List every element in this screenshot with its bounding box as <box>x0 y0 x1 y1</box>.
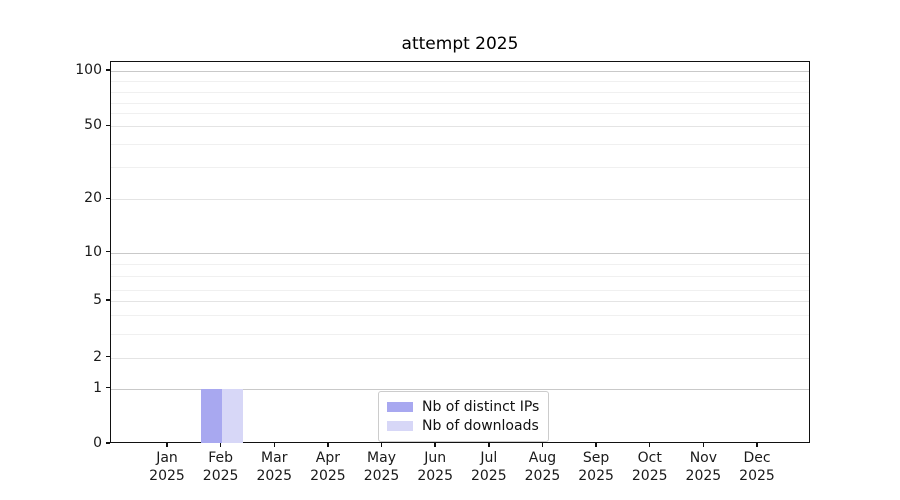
x-tick-mark-sep-2025 <box>595 443 597 447</box>
x-tick-year: 2025 <box>470 468 507 484</box>
y-tick-label-5: 5 <box>93 292 102 308</box>
minor-gridline <box>111 92 809 93</box>
plot-area <box>110 61 810 443</box>
minor-gridline <box>111 315 809 316</box>
x-tick-year: 2025 <box>417 468 453 484</box>
x-tick-year: 2025 <box>739 468 775 484</box>
legend-swatch <box>387 421 413 431</box>
minor-gridline <box>111 290 809 291</box>
x-tick-label-feb-2025: Feb 2025 <box>181 449 261 485</box>
y-tick-mark-10 <box>106 251 110 253</box>
x-tick-year: 2025 <box>256 468 293 484</box>
x-tick-month: Oct <box>637 450 662 466</box>
legend-label: Nb of downloads <box>422 418 539 434</box>
legend-item: Nb of downloads <box>387 418 539 434</box>
minor-gridline <box>111 276 809 277</box>
y-tick-label-0: 0 <box>93 435 102 451</box>
x-tick-month: Sep <box>582 450 610 466</box>
y-tick-mark-20 <box>106 197 110 199</box>
minor-gridline <box>111 144 809 145</box>
x-tick-month: Dec <box>743 450 771 466</box>
x-tick-label-jun-2025: Jun 2025 <box>395 449 475 485</box>
x-tick-year: 2025 <box>363 468 400 484</box>
minor-gridline <box>111 264 809 265</box>
gridline-y-100 <box>111 71 809 72</box>
minor-gridline <box>111 167 809 168</box>
y-tick-mark-0 <box>106 442 110 444</box>
x-tick-year: 2025 <box>685 468 722 484</box>
x-tick-year: 2025 <box>149 468 185 484</box>
chart-title: attempt 2025 <box>401 34 519 54</box>
minor-gridline <box>111 334 809 335</box>
x-tick-mark-feb-2025 <box>219 443 222 447</box>
x-tick-label-jan-2025: Jan 2025 <box>127 449 207 485</box>
legend-swatch <box>387 402 413 412</box>
x-tick-label-nov-2025: Nov 2025 <box>663 449 743 485</box>
x-tick-label-may-2025: May 2025 <box>342 449 422 485</box>
y-tick-mark-100 <box>106 69 110 71</box>
x-tick-month: Nov <box>689 450 718 466</box>
y-tick-label-10: 10 <box>84 243 102 260</box>
legend-box: Nb of distinct IPs Nb of downloads <box>378 391 550 442</box>
x-tick-month: Jan <box>156 450 178 466</box>
x-tick-label-sep-2025: Sep 2025 <box>556 449 636 485</box>
gridline-y-2 <box>111 357 809 359</box>
x-tick-label-dec-2025: Dec 2025 <box>717 449 797 485</box>
legend-item: Nb of distinct IPs <box>387 399 539 415</box>
gridline-y-50 <box>111 126 809 128</box>
y-tick-label-50: 50 <box>84 117 102 134</box>
gridline-y-5 <box>111 301 809 302</box>
minor-gridline <box>111 113 809 114</box>
x-tick-year: 2025 <box>631 468 668 484</box>
y-tick-mark-50 <box>106 124 110 126</box>
x-tick-month: Feb <box>208 450 234 466</box>
x-tick-label-mar-2025: Mar 2025 <box>234 449 314 485</box>
y-tick-label-1: 1 <box>93 379 102 396</box>
x-tick-year: 2025 <box>524 468 561 484</box>
gridline-y-20 <box>111 199 809 201</box>
x-tick-label-jul-2025: Jul 2025 <box>449 449 529 485</box>
x-tick-mark-nov-2025 <box>702 443 705 447</box>
x-tick-month: May <box>367 450 396 466</box>
gridline-y-10 <box>111 252 809 254</box>
x-tick-mark-jul-2025 <box>488 443 490 447</box>
bar-nb-of-downloads-feb-2025 <box>221 388 243 443</box>
y-tick-mark-2 <box>106 356 110 358</box>
x-tick-month: Aug <box>528 450 557 466</box>
gridline-y-1 <box>111 388 809 390</box>
x-tick-month: Jul <box>480 450 498 466</box>
x-tick-month: Mar <box>261 450 288 466</box>
x-tick-label-oct-2025: Oct 2025 <box>610 449 690 485</box>
y-tick-mark-1 <box>106 387 110 389</box>
y-tick-mark-5 <box>106 299 110 301</box>
x-tick-year: 2025 <box>310 468 346 484</box>
x-tick-mark-may-2025 <box>380 443 383 447</box>
minor-gridline <box>111 103 809 104</box>
x-tick-mark-dec-2025 <box>756 443 758 447</box>
x-tick-month: Apr <box>315 450 341 466</box>
x-tick-mark-apr-2025 <box>327 443 329 447</box>
x-tick-month: Jun <box>424 450 447 466</box>
legend-label: Nb of distinct IPs <box>422 399 540 415</box>
x-tick-year: 2025 <box>202 468 239 484</box>
bar-nb-of-distinct-ips-feb-2025 <box>200 388 222 443</box>
y-tick-label-100: 100 <box>75 62 102 78</box>
x-tick-year: 2025 <box>578 468 614 484</box>
x-tick-mark-jan-2025 <box>166 443 168 447</box>
x-tick-mark-oct-2025 <box>649 443 651 447</box>
y-tick-label-2: 2 <box>93 348 102 365</box>
x-tick-mark-mar-2025 <box>273 443 275 447</box>
x-tick-mark-aug-2025 <box>541 443 544 447</box>
x-tick-mark-jun-2025 <box>434 443 436 447</box>
x-tick-label-apr-2025: Apr 2025 <box>288 449 368 485</box>
y-tick-label-20: 20 <box>84 190 102 207</box>
minor-gridline <box>111 81 809 82</box>
x-tick-label-aug-2025: Aug 2025 <box>502 449 582 485</box>
